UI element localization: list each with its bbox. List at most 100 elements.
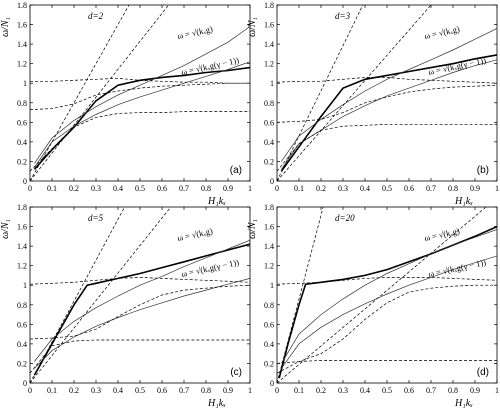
y-tick-label: 1.4 <box>264 242 274 251</box>
x-tick-label: 0.8 <box>448 184 458 193</box>
series-line-dashed <box>277 5 432 181</box>
x-tick-label: 0.1 <box>47 386 57 395</box>
y-tick-label: 0.2 <box>17 359 27 368</box>
x-tick-label: 0.5 <box>135 184 145 193</box>
x-tick-label: 0.5 <box>382 386 392 395</box>
series-line-dashed <box>30 5 130 181</box>
series-line-thin <box>281 255 497 369</box>
series-line-thin <box>281 28 497 162</box>
y-tick-label: 0.2 <box>264 359 274 368</box>
y-tick-label: 0.2 <box>17 157 27 166</box>
y-axis-title: ω/N₁ <box>247 219 258 239</box>
x-axis-title: H₁kₓ <box>454 196 473 207</box>
y-tick-label: 0.8 <box>17 301 27 310</box>
x-tick-label: 0.1 <box>294 386 304 395</box>
x-tick-label: 1 <box>248 386 252 395</box>
series-line-dashed <box>30 207 125 383</box>
y-tick-label: 0.4 <box>17 138 27 147</box>
panel-tag: (c) <box>230 367 242 378</box>
x-tick-label: 0.8 <box>448 386 458 395</box>
x-tick-label: 0.5 <box>135 386 145 395</box>
x-tick-label: 0.2 <box>316 386 326 395</box>
x-tick-label: 0 <box>28 184 32 193</box>
y-tick-label: 0 <box>23 379 27 388</box>
plot-frame <box>29 4 251 182</box>
x-tick-label: 0.6 <box>157 386 167 395</box>
panel-tag: (b) <box>477 165 489 176</box>
y-tick-label: 1.2 <box>264 60 274 69</box>
x-tick-label: 0.3 <box>91 386 101 395</box>
x-tick-label: 0.9 <box>223 184 233 193</box>
x-tick-label: 0.1 <box>294 184 304 193</box>
y-tick-label: 0 <box>23 177 27 186</box>
y-tick-label: 1.6 <box>264 21 274 30</box>
x-tick-label: 0.8 <box>201 184 211 193</box>
x-tick-label: 0.7 <box>426 386 436 395</box>
y-tick-label: 1.4 <box>17 40 27 49</box>
plot-frame <box>29 206 251 384</box>
formula-annotation: ω = √(kₓg) <box>423 24 460 41</box>
series-line-thin <box>34 278 250 369</box>
series-line-dashed <box>30 284 250 340</box>
y-tick-label: 1 <box>270 79 274 88</box>
x-tick-label: 0.5 <box>382 184 392 193</box>
formula-annotation: ω = √(kₓg(γ − 1)) <box>427 55 487 77</box>
x-tick-label: 0.4 <box>113 386 123 395</box>
series-line-dashed <box>30 82 250 110</box>
y-tick-label: 1.8 <box>264 203 274 212</box>
series-line-dashed <box>30 5 169 181</box>
y-tick-label: 0.2 <box>264 157 274 166</box>
y-tick-label: 1.2 <box>17 60 27 69</box>
y-axis-title: ω/N₁ <box>0 219 11 239</box>
series-line-dashed <box>277 84 497 123</box>
x-axis-title: H₁kₓ <box>207 398 226 409</box>
formula-annotation: ω = √(kₓg) <box>176 24 213 41</box>
y-tick-label: 1.8 <box>17 1 27 10</box>
x-tick-label: 0.6 <box>404 184 414 193</box>
plot-frame <box>276 4 498 182</box>
chart-panel-1: 0 0.1 0.2 0.3 0.4 0.5 0.6 0.7 0.8 0.9 1 0 0.2 0.4 0.6 0… <box>247 1 499 207</box>
series-line-thick <box>280 54 497 172</box>
y-axis-title: ω/N₁ <box>247 17 258 37</box>
y-tick-label: 1.8 <box>17 203 27 212</box>
y-tick-label: 1.4 <box>264 40 274 49</box>
y-tick-label: 0.8 <box>264 99 274 108</box>
y-axis-title: ω/N₁ <box>0 17 11 37</box>
formula-annotation: ω = √(kₓg) <box>423 226 460 243</box>
x-tick-label: 0.2 <box>69 184 79 193</box>
y-tick-label: 0.4 <box>17 340 27 349</box>
series-line-dashed <box>277 284 497 364</box>
y-tick-label: 0.6 <box>264 118 274 127</box>
d-label: d=2 <box>88 11 104 21</box>
y-tick-label: 1.8 <box>264 1 274 10</box>
formula-annotation: ω = √(kₓg(γ − 1)) <box>180 55 240 77</box>
y-tick-label: 1 <box>270 281 274 290</box>
y-tick-label: 0.4 <box>264 340 274 349</box>
series-line-dashed <box>30 207 172 383</box>
x-tick-label: 0.4 <box>113 184 123 193</box>
series-line-dashed <box>277 5 364 181</box>
panel-tag: (a) <box>230 165 242 176</box>
series-line-dashed <box>30 339 250 374</box>
x-tick-label: 0.2 <box>69 386 79 395</box>
x-tick-label: 1 <box>495 184 499 193</box>
y-tick-label: 1 <box>23 281 27 290</box>
series-line-dashed <box>277 277 497 285</box>
y-tick-label: 0.6 <box>17 320 27 329</box>
x-tick-label: 1 <box>248 184 252 193</box>
y-tick-label: 0 <box>270 177 274 186</box>
x-tick-label: 0.8 <box>201 386 211 395</box>
series-line-dashed <box>30 77 250 84</box>
x-tick-label: 0.7 <box>426 184 436 193</box>
x-tick-label: 0 <box>275 386 279 395</box>
x-tick-label: 0.4 <box>360 184 370 193</box>
x-tick-label: 0 <box>275 184 279 193</box>
y-tick-label: 1.6 <box>17 223 27 232</box>
x-tick-label: 0.6 <box>157 184 167 193</box>
x-tick-label: 0.3 <box>91 184 101 193</box>
series-line-dashed <box>277 77 497 84</box>
chart-panel-3: 0 0.1 0.2 0.3 0.4 0.5 0.6 0.7 0.8 0.9 1 0 0.2 0.4 0.6 0… <box>247 203 499 409</box>
x-tick-label: 0.4 <box>360 386 370 395</box>
series-line-dashed <box>277 207 487 383</box>
x-tick-label: 0.9 <box>223 386 233 395</box>
